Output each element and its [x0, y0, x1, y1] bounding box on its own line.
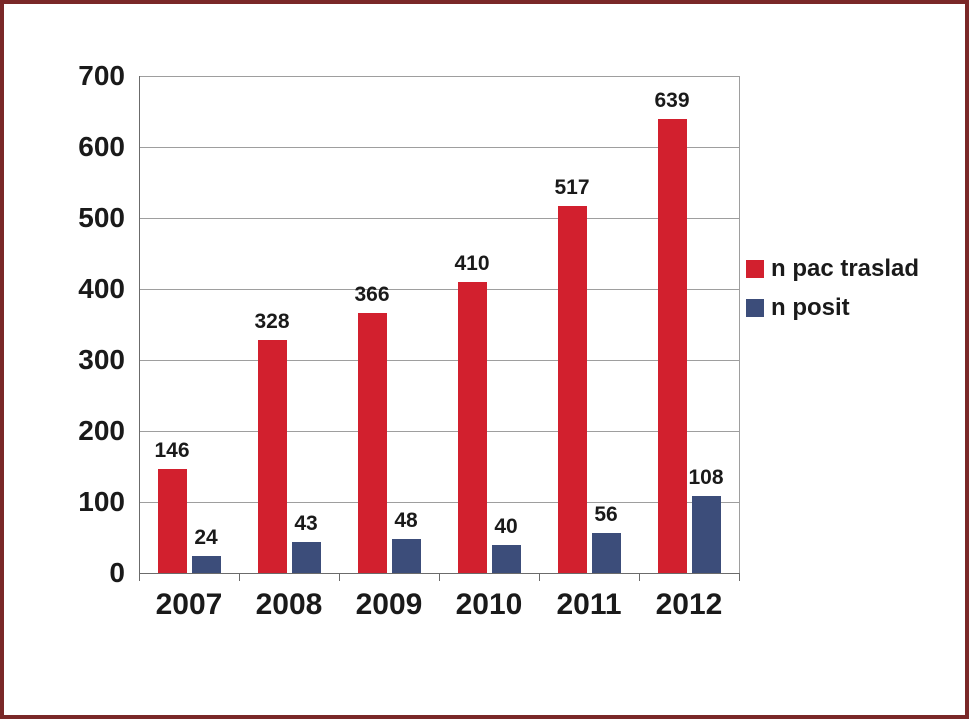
x-axis-category-label: 2012 — [655, 588, 723, 621]
gridline — [139, 430, 739, 432]
bar-chart: 0 100 200 300 400 500 600 700 2007 146 24 2008 328 43… — [4, 4, 965, 715]
bar-value-label: 48 — [394, 508, 418, 532]
legend-item-n-posit: n posit — [746, 295, 919, 321]
x-axis-category-label: 2008 — [255, 588, 323, 621]
x-axis-category-label: 2009 — [355, 588, 423, 621]
x-axis-tick-mark — [339, 573, 340, 581]
bar-n-posit — [291, 542, 321, 573]
y-axis-tick-label: 300 — [78, 344, 125, 375]
bar-value-label: 639 — [654, 89, 690, 113]
bar-value-label: 366 — [354, 283, 390, 307]
bar-value-label: 328 — [254, 310, 290, 334]
legend-label: n posit — [771, 294, 850, 321]
bar-n-pac-traslad — [557, 205, 587, 573]
x-axis-tick-mark — [239, 573, 240, 581]
gridline — [139, 146, 739, 148]
bar-n-posit — [191, 555, 221, 573]
x-axis-tick-mark — [439, 573, 440, 581]
y-axis-tick-label: 100 — [78, 486, 125, 517]
x-axis-tick-mark — [739, 573, 740, 581]
bar-n-posit — [691, 496, 721, 573]
gridline — [139, 359, 739, 361]
bar-n-pac-traslad — [157, 469, 187, 573]
x-axis-category-label: 2007 — [155, 588, 223, 621]
bar-value-label: 108 — [688, 466, 724, 490]
bar-value-label: 517 — [554, 175, 590, 199]
bar-value-label: 43 — [294, 512, 318, 536]
gridline — [139, 75, 739, 77]
y-axis-tick-label: 0 — [109, 557, 125, 588]
y-axis-tick-label: 400 — [78, 273, 125, 304]
x-axis-tick-mark — [639, 573, 640, 581]
x-axis-tick-mark — [539, 573, 540, 581]
bar-value-label: 56 — [594, 503, 618, 527]
legend-swatch-icon — [746, 299, 764, 317]
bar-value-label: 40 — [494, 514, 518, 538]
bar-n-pac-traslad — [357, 313, 387, 573]
plot-right-border — [739, 76, 740, 573]
bar-value-label: 24 — [194, 525, 218, 549]
gridline — [139, 501, 739, 503]
y-axis-tick-label: 200 — [78, 415, 125, 446]
y-axis-tick-label: 700 — [78, 60, 125, 91]
legend: n pac traslad n posit — [746, 256, 919, 321]
bar-value-label: 410 — [454, 251, 490, 275]
legend-item-n-pac-traslad: n pac traslad — [746, 256, 919, 282]
x-axis-category-label: 2010 — [455, 588, 523, 621]
gridline — [139, 217, 739, 219]
x-axis-category-label: 2011 — [556, 588, 622, 621]
bar-n-posit — [391, 538, 421, 573]
legend-label: n pac traslad — [771, 255, 920, 282]
legend-swatch-icon — [746, 260, 764, 278]
bar-n-pac-traslad — [457, 281, 487, 573]
x-axis-tick-mark — [139, 573, 140, 581]
bar-n-posit — [591, 533, 621, 573]
y-axis-tick-label: 500 — [78, 202, 125, 233]
bar-n-pac-traslad — [257, 340, 287, 573]
y-axis-line — [139, 76, 140, 573]
gridline — [139, 288, 739, 290]
bar-n-posit — [491, 544, 521, 573]
bar-value-label: 146 — [154, 439, 190, 463]
bar-n-pac-traslad — [657, 119, 687, 573]
y-axis-tick-label: 600 — [78, 131, 125, 162]
